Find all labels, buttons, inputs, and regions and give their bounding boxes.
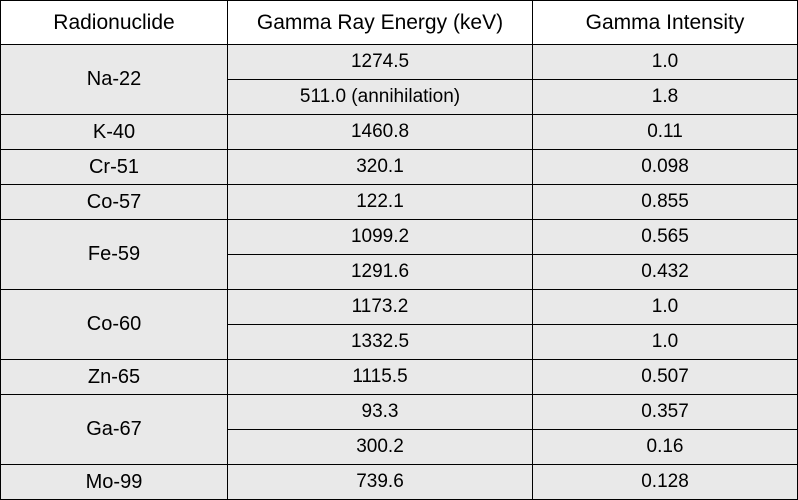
intensity-cell: 0.855 xyxy=(532,184,798,220)
radionuclide-cell: K-40 xyxy=(0,114,228,150)
intensity-cell: 0.357 xyxy=(532,394,798,430)
radionuclide-cell: Zn-65 xyxy=(0,359,228,395)
energy-cell: 1460.8 xyxy=(227,114,533,150)
intensity-cell: 0.098 xyxy=(532,149,798,185)
table-row: Mo-99 739.6 0.128 xyxy=(0,464,798,500)
intensity-cell: 1.0 xyxy=(532,324,798,360)
energy-cell: 1099.2 xyxy=(227,219,533,255)
energy-cell: 511.0 (annihilation) xyxy=(227,79,533,115)
intensity-cell: 1.0 xyxy=(532,44,798,80)
table-row: Na-22 1274.5 1.0 xyxy=(0,44,798,115)
energy-cell: 1115.5 xyxy=(227,359,533,395)
energy-cell: 300.2 xyxy=(227,429,533,465)
energy-cell: 739.6 xyxy=(227,464,533,500)
table-row: 300.2 0.16 xyxy=(1,429,798,465)
energy-cell: 93.3 xyxy=(227,394,533,430)
table-row: K-40 1460.8 0.11 xyxy=(0,114,798,150)
intensity-cell: 0.507 xyxy=(532,359,798,395)
radionuclide-cell: Ga-67 xyxy=(0,394,228,465)
energy-cell: 1332.5 xyxy=(227,324,533,360)
radionuclide-cell: Co-57 xyxy=(0,184,228,220)
table-row: Co-57 122.1 0.855 xyxy=(0,184,798,220)
energy-cell: 1291.6 xyxy=(227,254,533,290)
energy-cell: 1274.5 xyxy=(227,44,533,80)
radionuclide-cell: Cr-51 xyxy=(0,149,228,185)
intensity-cell: 0.11 xyxy=(532,114,798,150)
table-body: Na-22 1274.5 1.0 511.0 (annihilation) 1.8 K-4… xyxy=(0,44,798,500)
intensity-cell: 1.8 xyxy=(532,79,798,115)
table-row: Fe-59 1099.2 0.565 xyxy=(0,219,798,290)
radionuclide-cell: Co-60 xyxy=(0,289,228,360)
header-radionuclide: Radionuclide xyxy=(0,0,228,45)
table-row: Cr-51 320.1 0.098 xyxy=(0,149,798,185)
table-row: Zn-65 1115.5 0.507 xyxy=(0,359,798,395)
table-header: Radionuclide Gamma Ray Energy (keV) Gamm… xyxy=(0,0,798,45)
intensity-cell: 0.128 xyxy=(532,464,798,500)
header-gamma-intensity: Gamma Intensity xyxy=(532,0,798,45)
header-gamma-ray-energy: Gamma Ray Energy (keV) xyxy=(227,0,533,45)
radionuclide-cell: Mo-99 xyxy=(0,464,228,500)
header-row: Radionuclide Gamma Ray Energy (keV) Gamm… xyxy=(0,0,798,45)
radionuclide-cell: Na-22 xyxy=(0,44,228,115)
radionuclide-cell: Fe-59 xyxy=(0,219,228,290)
intensity-cell: 0.16 xyxy=(532,429,798,465)
table-row: Co-60 1173.2 1.0 xyxy=(0,289,798,360)
intensity-cell: 0.432 xyxy=(532,254,798,290)
energy-cell: 1173.2 xyxy=(227,289,533,325)
energy-cell: 122.1 xyxy=(227,184,533,220)
table-row: 1332.5 1.0 xyxy=(1,324,798,360)
table-row: Ga-67 93.3 0.357 xyxy=(0,394,798,465)
table-row: 511.0 (annihilation) 1.8 xyxy=(1,79,798,115)
intensity-cell: 0.565 xyxy=(532,219,798,255)
intensity-cell: 1.0 xyxy=(532,289,798,325)
energy-cell: 320.1 xyxy=(227,149,533,185)
